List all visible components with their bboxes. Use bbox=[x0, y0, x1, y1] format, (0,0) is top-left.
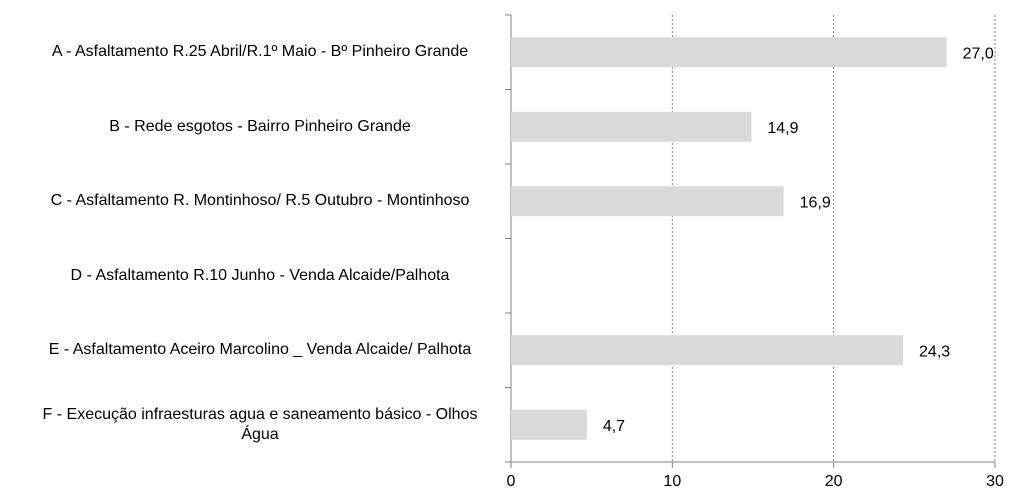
y-tick-label: C - Asfaltamento R. Montinhoso/ R.5 Outu… bbox=[50, 192, 470, 210]
data-label: 24,3 bbox=[919, 343, 950, 360]
bar bbox=[511, 111, 752, 142]
bar bbox=[511, 335, 904, 366]
x-tick-label: 20 bbox=[825, 473, 843, 490]
y-tick-label: A - Asfaltamento R.25 Abril/R.1º Maio - … bbox=[51, 43, 469, 61]
bar bbox=[511, 37, 947, 68]
y-tick-label: F - Execução infraesturas agua e saneame… bbox=[42, 405, 478, 443]
x-tick-label: 0 bbox=[507, 473, 516, 490]
y-tick-label: E - Asfaltamento Aceiro Marcolino _ Vend… bbox=[48, 341, 472, 359]
y-tick-label: B - Rede esgotos - Bairro Pinheiro Grand… bbox=[109, 117, 411, 135]
bar bbox=[511, 409, 587, 440]
bar bbox=[511, 186, 784, 217]
data-label: 4,7 bbox=[603, 418, 625, 435]
y-tick-label: D - Asfaltamento R.10 Junho - Venda Alca… bbox=[70, 266, 450, 284]
x-tick-label: 30 bbox=[986, 473, 1004, 490]
data-label: 14,9 bbox=[767, 120, 798, 137]
data-label: 16,9 bbox=[800, 194, 831, 211]
x-tick-label: 10 bbox=[663, 473, 681, 490]
data-label: 27,0 bbox=[963, 45, 994, 62]
